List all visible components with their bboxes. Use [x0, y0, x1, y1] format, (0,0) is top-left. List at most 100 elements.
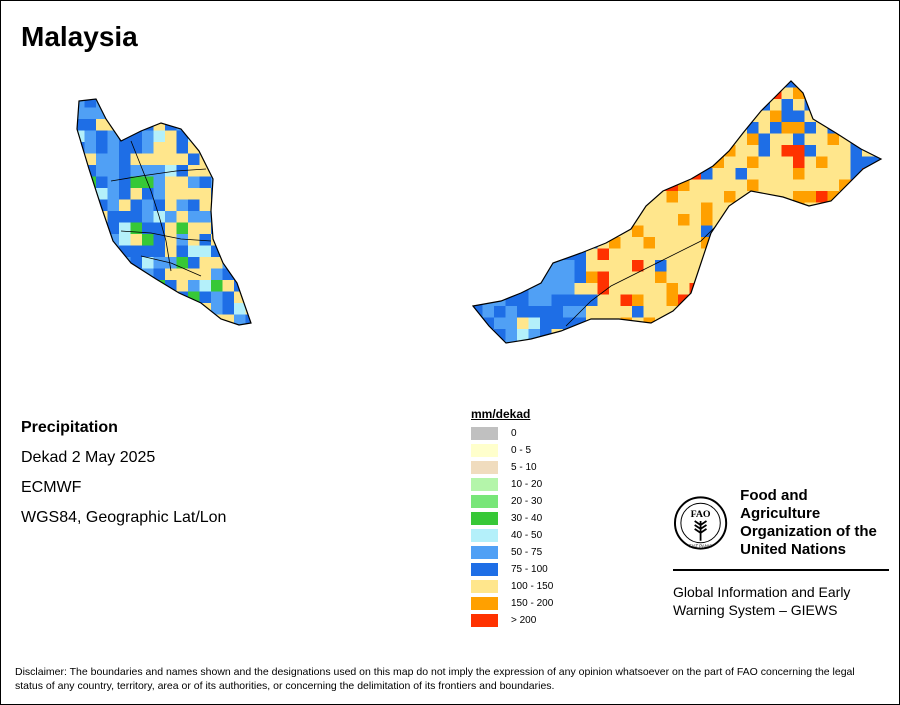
map-cell: [839, 248, 851, 261]
map-info: Precipitation Dekad 2 May 2025 ECMWF WGS…: [21, 413, 226, 533]
map-cell: [781, 122, 794, 134]
map-cell: [77, 119, 85, 131]
legend-label: 40 - 50: [511, 530, 543, 541]
map-cell: [234, 211, 246, 223]
map-cell: [211, 153, 223, 166]
map-cell: [712, 99, 725, 111]
map-cell: [188, 165, 200, 177]
map-cell: [632, 133, 644, 146]
map-cell: [77, 268, 85, 281]
map-cell: [96, 280, 108, 292]
map-cell: [597, 191, 610, 203]
map-cell: [246, 326, 258, 338]
map-cell: [827, 168, 840, 180]
map-cell: [597, 329, 610, 341]
map-cell: [747, 122, 759, 134]
map-cell: [655, 202, 667, 215]
map-cell: [222, 268, 235, 281]
map-cell: [724, 179, 736, 192]
map-cell: [586, 145, 598, 157]
map-cell: [781, 248, 794, 261]
map-cell: [188, 176, 200, 189]
map-cell: [620, 306, 633, 318]
map-cell: [689, 191, 702, 203]
map-cell: [655, 340, 667, 343]
map-cell: [494, 110, 506, 123]
map-cell: [540, 156, 552, 169]
map-cell: [119, 234, 131, 246]
map-cell: [678, 156, 690, 169]
map-cell: [793, 271, 805, 284]
legend-item: 0: [471, 425, 553, 442]
map-cell: [482, 248, 495, 261]
map-cell: [804, 81, 817, 88]
map-cell: [793, 168, 805, 180]
map-cell: [494, 99, 506, 111]
map-cell: [119, 257, 131, 269]
map-cell: [551, 225, 564, 238]
map-cell: [850, 122, 863, 134]
map-cell: [234, 142, 246, 154]
map-cell: [758, 133, 771, 146]
map-cell: [188, 303, 200, 315]
map-cell: [551, 317, 564, 330]
map-cell: [505, 87, 518, 100]
map-cell: [107, 165, 120, 177]
map-cell: [482, 87, 495, 100]
map-cell: [505, 179, 518, 192]
map-cell: [816, 168, 828, 180]
map-cell: [130, 211, 143, 223]
map-cell: [85, 326, 97, 338]
map-cell: [505, 248, 518, 261]
map-cell: [632, 260, 644, 272]
map-cell: [77, 165, 85, 177]
map-cell: [528, 248, 541, 261]
map-cell: [176, 130, 189, 143]
map-cell: [96, 268, 108, 281]
map-cell: [873, 306, 881, 318]
map-cell: [770, 225, 782, 238]
map-cell: [494, 133, 506, 146]
map-cell: [119, 199, 131, 212]
map-cell: [643, 168, 656, 180]
legend-label: 100 - 150: [511, 581, 554, 592]
map-cell: [77, 188, 85, 200]
map-cell: [804, 145, 817, 157]
map-cell: [494, 191, 506, 203]
map-cell: [781, 99, 794, 111]
map-cell: [540, 133, 552, 146]
legend-label: 5 - 10: [511, 462, 537, 473]
map-cell: [816, 179, 828, 192]
map-cell: [505, 156, 518, 169]
map-cell: [245, 142, 251, 154]
legend-title: mm/dekad: [471, 407, 531, 421]
map-cell: [597, 179, 610, 192]
map-cell: [528, 306, 541, 318]
map-cell: [517, 110, 529, 123]
map-cell: [528, 133, 541, 146]
map-cell: [211, 245, 223, 258]
map-cell: [827, 99, 840, 111]
map-cell: [712, 87, 725, 100]
map-cell: [142, 280, 154, 292]
map-cell: [850, 248, 863, 261]
map-cell: [234, 188, 246, 200]
map-cell: [655, 168, 667, 180]
map-cell: [107, 234, 120, 246]
map-cell: [724, 81, 736, 88]
map-cell: [793, 294, 805, 307]
map-cell: [188, 142, 200, 154]
map-cell: [245, 222, 251, 235]
map-cell: [540, 191, 552, 203]
map-cell: [643, 294, 656, 307]
map-cell: [781, 306, 794, 318]
map-cell: [142, 211, 154, 223]
map-cell: [563, 87, 575, 100]
map-cell: [655, 145, 667, 157]
map-cell: [540, 248, 552, 261]
map-cell: [781, 340, 794, 343]
map-cell: [643, 248, 656, 261]
map-cell: [712, 214, 725, 226]
map-cell: [862, 202, 874, 215]
map-cell: [551, 294, 564, 307]
